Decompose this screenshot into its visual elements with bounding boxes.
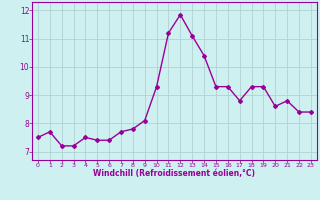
X-axis label: Windchill (Refroidissement éolien,°C): Windchill (Refroidissement éolien,°C): [93, 169, 255, 178]
